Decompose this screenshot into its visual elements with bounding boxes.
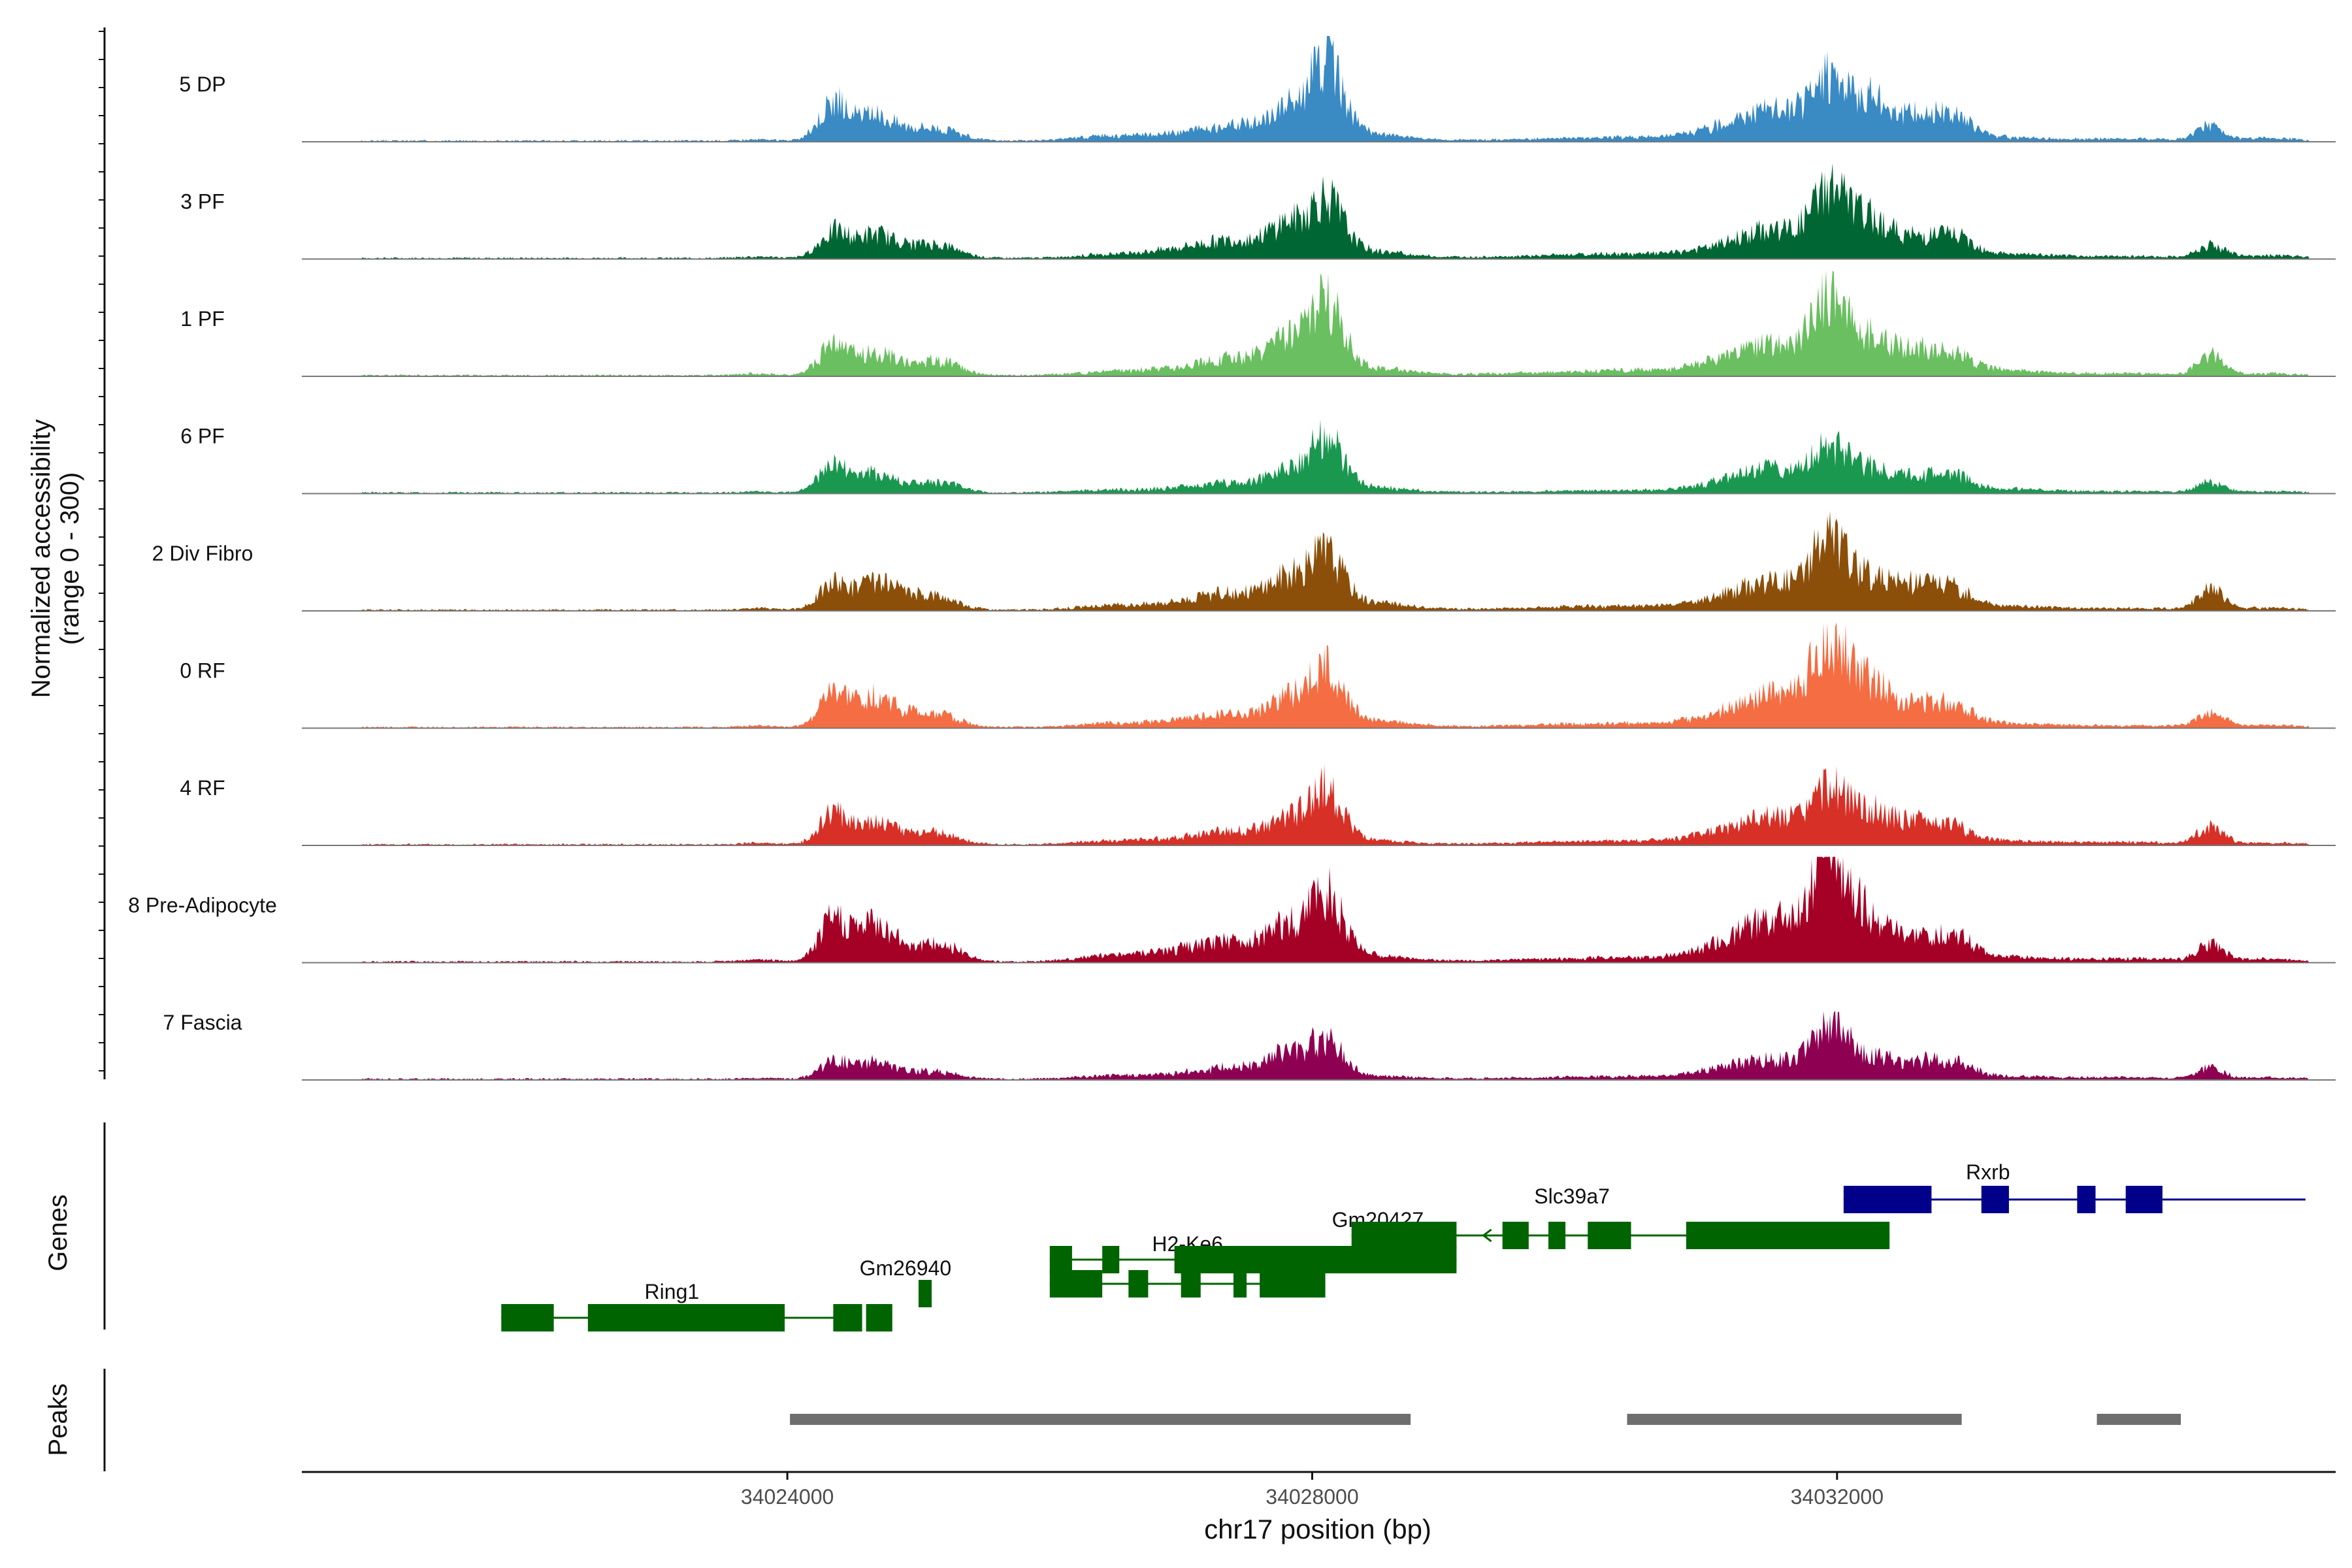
- track-label: 4 RF: [180, 776, 225, 800]
- exon-block: [918, 1280, 932, 1307]
- track-1: 5 DP: [179, 36, 2336, 142]
- track-3: 1 PF: [180, 270, 2336, 377]
- coverage-area: [361, 419, 2310, 494]
- gene-rxrb: Rxrb: [1843, 1160, 2306, 1213]
- y-axis-label: Normalized accessibility (range 0 - 300): [27, 419, 84, 698]
- track-label: 1 PF: [180, 307, 225, 331]
- track-5: 2 Div Fibro: [152, 511, 2336, 612]
- strand-arrow-left-icon: [1482, 1228, 1492, 1243]
- track-label: 8 Pre-Adipocyte: [128, 894, 277, 917]
- coverage-tracks: 5 DP 3 PF 1 PF 6 PF 2 Div Fibro 0 RF 4 RF 8 Pre…: [128, 36, 2336, 1081]
- x-tick-label: 34024000: [741, 1485, 834, 1509]
- track-4: 6 PF: [180, 419, 2336, 495]
- peaks-panel-label: Peaks: [44, 1383, 73, 1456]
- peak-bar: [2097, 1414, 2181, 1425]
- exon-block: [1128, 1270, 1149, 1298]
- exon-block: [1843, 1186, 1932, 1213]
- x-tick-label: 34032000: [1791, 1485, 1884, 1509]
- coverage-y-ticks: [99, 31, 105, 1071]
- coverage-area: [361, 163, 2310, 259]
- x-axis-label: chr17 position (bp): [1204, 1514, 1431, 1544]
- coverage-area: [361, 764, 2310, 845]
- exon-block: [2077, 1186, 2096, 1213]
- gene-label: Slc39a7: [1534, 1184, 1610, 1208]
- exon-block: [1502, 1222, 1529, 1249]
- exon-block: [1351, 1222, 1457, 1249]
- coverage-area: [361, 857, 2310, 963]
- exon-block: [1102, 1246, 1120, 1273]
- exon-block: [2125, 1186, 2163, 1213]
- gene-label: Ring1: [645, 1280, 700, 1303]
- y-axis-label-line1: Normalized accessibility: [27, 419, 56, 698]
- exon-block: [1260, 1270, 1326, 1298]
- exon-block: [1548, 1222, 1566, 1249]
- exon-block: [866, 1304, 892, 1331]
- coverage-area: [361, 1011, 2310, 1080]
- gene-label: Rxrb: [1966, 1160, 2010, 1184]
- exon-block: [1049, 1270, 1103, 1298]
- x-tick-label: 34028000: [1266, 1485, 1358, 1509]
- exon-block: [1233, 1270, 1247, 1298]
- x-axis-ticks: 34024000 34028000 34032000: [741, 1472, 1884, 1509]
- track-9: 7 Fascia: [163, 1011, 2336, 1081]
- exon-block: [1049, 1246, 1072, 1273]
- peak-regions: [790, 1414, 2181, 1425]
- exon-block: [1588, 1222, 1631, 1249]
- gene-ring1: Ring1: [501, 1280, 892, 1331]
- coverage-area: [361, 511, 2310, 611]
- genes-panel-label: Genes: [44, 1194, 73, 1271]
- track-6: 0 RF: [180, 622, 2336, 729]
- y-axis-label-line2: (range 0 - 300): [56, 472, 84, 645]
- gene-label: Gm26940: [860, 1256, 952, 1280]
- coverage-area: [361, 270, 2310, 376]
- exon-block: [833, 1304, 862, 1331]
- track-label: 6 PF: [180, 425, 225, 448]
- track-label: 3 PF: [180, 190, 225, 214]
- coverage-area: [361, 622, 2310, 728]
- exon-block: [1174, 1246, 1457, 1273]
- track-8: 8 Pre-Adipocyte: [128, 857, 2336, 964]
- track-label: 0 RF: [180, 659, 225, 683]
- track-label: 5 DP: [179, 73, 225, 96]
- track-2: 3 PF: [180, 163, 2336, 260]
- track-7: 4 RF: [180, 764, 2336, 846]
- gene-slc39a7: Slc39a7: [1351, 1184, 1890, 1249]
- exon-block: [501, 1304, 554, 1331]
- gene-gm26940: Gm26940: [860, 1256, 952, 1307]
- peak-bar: [1627, 1414, 1962, 1425]
- exon-block: [587, 1304, 785, 1331]
- coverage-area: [361, 36, 2310, 142]
- track-label: 2 Div Fibro: [152, 542, 253, 565]
- exon-block: [1686, 1222, 1890, 1249]
- exon-block: [1981, 1186, 2009, 1213]
- exon-block: [1181, 1270, 1201, 1298]
- track-label: 7 Fascia: [163, 1011, 242, 1034]
- peak-bar: [790, 1414, 1411, 1425]
